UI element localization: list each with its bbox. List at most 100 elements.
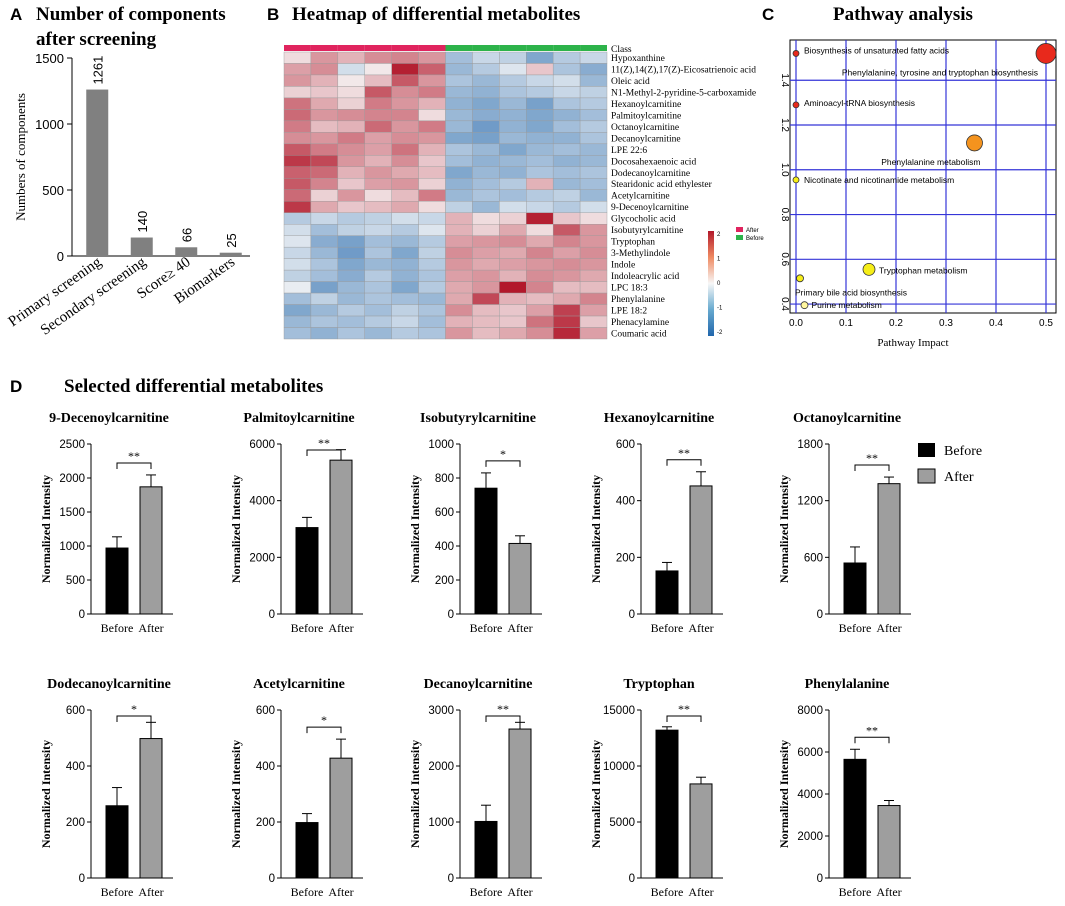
heatmap-cell (445, 109, 473, 122)
heatmap-cell (418, 304, 446, 317)
heatmap-cell (472, 327, 500, 340)
heatmap-cell (552, 178, 581, 190)
heatmap-cell (310, 223, 339, 236)
colorbar-tick: -1 (717, 306, 723, 312)
heatmap-cell (579, 166, 608, 179)
class-bar-cell (553, 45, 581, 51)
heatmap-cell (552, 97, 581, 110)
significance-bracket (854, 736, 890, 744)
panel-d-letter: D (10, 377, 22, 396)
heatmap-cell (283, 74, 312, 87)
y-tick-label: 200 (435, 575, 454, 587)
legend-before-swatch (918, 443, 935, 457)
y-tick-label: 0 (817, 873, 823, 885)
heatmap-cell (445, 235, 473, 248)
pathway-label: Biosynthesis of unsaturated fatty acids (804, 45, 949, 55)
y-tick-label: 0 (269, 873, 275, 885)
heatmap-cell (391, 63, 419, 76)
heatmap-cell (445, 246, 473, 259)
row-label: Tryptophan (611, 238, 655, 248)
heatmap-cell (526, 235, 554, 248)
class-bar-cell (337, 45, 365, 51)
heatmap-cell (526, 304, 554, 317)
heatmap-cell (499, 304, 527, 317)
heatmap-cell (310, 201, 339, 213)
heatmap-cell (499, 143, 527, 156)
category-label: After (688, 885, 713, 899)
heatmap-cell (337, 143, 365, 156)
pathway-bubble (792, 176, 800, 184)
legend-after-label: After (944, 470, 974, 485)
heatmap-cell (526, 86, 554, 99)
y-tick-label: 600 (616, 439, 635, 451)
heatmap-cell (552, 223, 581, 236)
x-tick-label: 0.0 (789, 318, 803, 329)
heatmap-cell (445, 166, 473, 179)
heatmap-cell (418, 51, 446, 64)
significance-bracket (116, 462, 152, 469)
heatmap-cell (337, 304, 365, 317)
bar-chart-dodecanoyl: Dodecanoylcarnitine 0 200 400 600 Normalized … (39, 677, 173, 899)
heatmap-cell (472, 132, 500, 145)
category-label: Before (839, 885, 872, 899)
heatmap-cell (499, 63, 527, 76)
heatmap-cell (472, 178, 500, 190)
heatmap-cell (364, 327, 392, 340)
heatmap-cell (364, 292, 392, 305)
y-axis-label: Normalized Intensity (408, 740, 422, 848)
heatmap-cell (526, 281, 554, 294)
heatmap-cell (526, 97, 554, 110)
y-tick-label: 400 (435, 541, 454, 553)
panel-c-title: Pathway analysis (833, 4, 973, 25)
bar-before (295, 822, 319, 879)
heatmap-cell (364, 132, 392, 145)
class-bar-cell (284, 45, 311, 51)
heatmap-cell (552, 281, 581, 294)
bar-value-label: 140 (135, 211, 150, 233)
row-label: 11(Z),14(Z),17(Z)-Eicosatrienoic acid (611, 64, 756, 75)
heatmap-cell (499, 86, 527, 99)
heatmap-cell (472, 166, 500, 179)
heatmap-cell (310, 304, 339, 317)
heatmap-cell (526, 327, 554, 340)
heatmap-cell (526, 223, 554, 236)
significance-marker: ** (318, 436, 330, 450)
y-axis-label: Normalized Intensity (39, 740, 53, 848)
heatmap-cell (445, 143, 473, 156)
heatmap-cell (364, 212, 392, 225)
bar-chart-isobutyryl: Isobutyrylcarnitine 0 200 400 600 800 1000 Norm… (408, 411, 542, 635)
y-tick-label: 0 (269, 609, 275, 621)
row-label: Isobutyrylcarnitine (611, 226, 683, 236)
heatmap-cell (526, 315, 554, 328)
heatmap-cell (552, 315, 581, 328)
heatmap-cell (283, 269, 312, 282)
y-tick-label: 200 (256, 817, 275, 829)
heatmap-cell (472, 201, 500, 213)
y-axis-label: Normalized Intensity (777, 740, 791, 848)
heatmap-cell (364, 143, 392, 156)
heatmap-cell (364, 86, 392, 99)
y-tick-label: 600 (256, 705, 275, 717)
heatmap-cell (445, 223, 473, 236)
heatmap-cell (364, 281, 392, 294)
heatmap-cell (552, 86, 581, 99)
heatmap-cell (472, 315, 500, 328)
y-tick-label: 500 (66, 575, 85, 587)
y-tick-label: 0 (57, 249, 64, 264)
significance-marker: * (131, 702, 137, 716)
heatmap-cell (418, 327, 446, 340)
heatmap-cell (310, 86, 339, 99)
heatmap-cell (337, 109, 365, 122)
heatmap-cell (579, 281, 608, 294)
heatmap-cell (472, 304, 500, 317)
heatmap-cell (337, 246, 365, 259)
bar-after (329, 757, 353, 879)
heatmap-cell (552, 201, 581, 213)
heatmap-cell (310, 189, 339, 202)
y-axis-label: Numbers of components (13, 93, 28, 221)
metabolite-bar-charts: 9-Decenoylcarnitine05001000150020002500N… (39, 411, 911, 899)
heatmap-cell (418, 63, 446, 76)
heatmap-cell (445, 51, 473, 64)
heatmap-cell (364, 109, 392, 122)
heatmap-cell (472, 246, 500, 259)
